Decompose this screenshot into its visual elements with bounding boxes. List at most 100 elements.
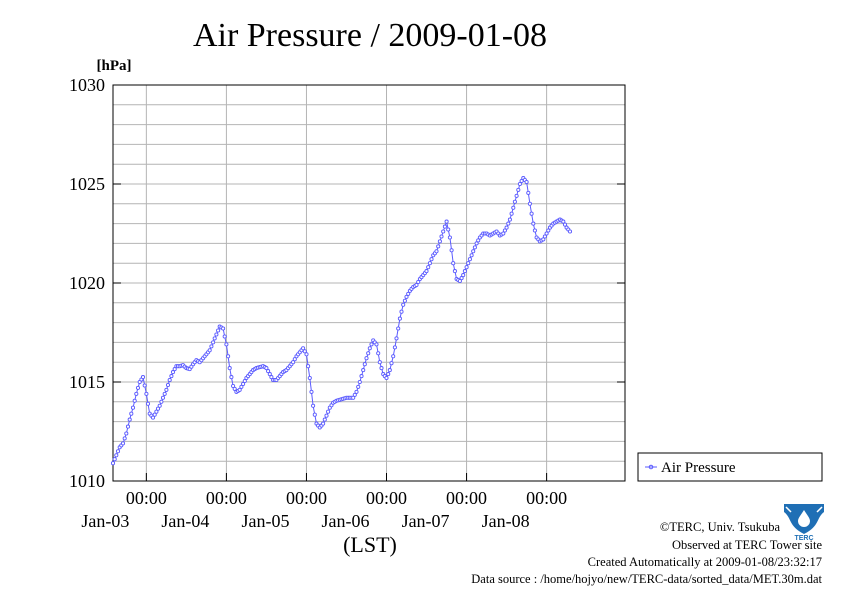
data-point bbox=[322, 417, 327, 422]
data-point bbox=[389, 361, 394, 366]
x-axis-ticks: 00:00 Jan-03 00:00 Jan-04 00:00 Jan-05 00:00 Ja… bbox=[81, 473, 567, 531]
logo-marks bbox=[785, 506, 823, 513]
data-point bbox=[394, 336, 399, 341]
grid bbox=[113, 85, 625, 481]
data-point bbox=[359, 374, 364, 379]
series-air-pressure bbox=[110, 176, 573, 466]
data-point bbox=[501, 231, 506, 236]
data-point bbox=[452, 269, 457, 274]
data-point bbox=[444, 219, 449, 224]
logo-drop bbox=[798, 510, 810, 527]
data-point bbox=[312, 412, 317, 417]
data-point bbox=[567, 229, 573, 234]
data-point bbox=[142, 383, 147, 388]
data-point bbox=[461, 273, 466, 278]
data-point bbox=[209, 344, 214, 349]
data-point bbox=[429, 257, 434, 262]
data-point bbox=[120, 441, 126, 446]
data-point bbox=[134, 391, 139, 396]
data-point bbox=[426, 265, 431, 270]
data-point bbox=[239, 384, 244, 389]
data-point bbox=[306, 364, 311, 369]
y-tick-label: 1015 bbox=[69, 372, 105, 392]
data-point bbox=[366, 351, 371, 356]
data-point bbox=[226, 354, 231, 359]
data-point bbox=[529, 211, 534, 216]
data-point bbox=[379, 366, 384, 371]
data-point bbox=[224, 342, 229, 347]
legend-label: Air Pressure bbox=[661, 460, 736, 476]
data-point bbox=[291, 360, 296, 365]
data-point bbox=[502, 228, 507, 233]
terc-logo: TERC bbox=[784, 504, 824, 542]
data-point bbox=[377, 360, 382, 365]
data-point bbox=[160, 395, 166, 400]
data-point bbox=[237, 387, 242, 392]
data-point bbox=[527, 201, 532, 206]
data-point bbox=[326, 409, 331, 414]
data-point bbox=[506, 221, 511, 226]
x-tick-date-label: Jan-04 bbox=[161, 511, 209, 531]
data-point bbox=[447, 235, 452, 240]
data-point bbox=[517, 181, 522, 187]
data-point bbox=[466, 261, 471, 266]
data-point bbox=[155, 406, 161, 411]
data-point bbox=[167, 377, 172, 383]
data-point bbox=[221, 326, 226, 331]
data-point bbox=[369, 342, 374, 347]
data-point bbox=[222, 334, 227, 339]
data-point bbox=[546, 228, 551, 233]
data-point bbox=[130, 405, 136, 410]
x-axis-label: (LST) bbox=[343, 532, 397, 557]
data-point bbox=[125, 424, 131, 429]
data-point bbox=[427, 261, 432, 266]
data-point bbox=[509, 211, 514, 216]
data-point bbox=[241, 381, 246, 387]
data-point bbox=[562, 222, 568, 227]
data-point bbox=[132, 398, 137, 403]
y-axis-label: [hPa] bbox=[97, 58, 132, 74]
y-tick-label: 1030 bbox=[69, 75, 105, 95]
data-point bbox=[207, 348, 212, 353]
data-point bbox=[514, 193, 519, 198]
data-point bbox=[374, 342, 379, 347]
x-tick-date-label: Jan-05 bbox=[241, 511, 289, 531]
data-point bbox=[266, 369, 271, 374]
data-point bbox=[399, 309, 404, 314]
data-point bbox=[357, 379, 362, 385]
data-point bbox=[231, 383, 236, 389]
data-point bbox=[159, 399, 164, 404]
data-point bbox=[434, 249, 439, 254]
data-point bbox=[302, 349, 307, 354]
data-point bbox=[391, 354, 396, 359]
credit-source: Data source : /home/hojyo/new/TERC-data/… bbox=[471, 572, 822, 586]
data-point bbox=[264, 366, 269, 371]
data-point bbox=[216, 328, 221, 333]
data-point bbox=[384, 375, 389, 381]
data-point bbox=[129, 411, 134, 416]
data-point bbox=[122, 436, 127, 441]
data-point bbox=[124, 431, 129, 436]
data-point bbox=[439, 234, 444, 239]
data-point bbox=[544, 231, 549, 236]
data-point bbox=[127, 417, 132, 422]
data-point bbox=[356, 384, 361, 389]
data-point bbox=[392, 345, 397, 350]
data-point bbox=[169, 374, 174, 379]
x-tick-date-label: Jan-06 bbox=[322, 511, 370, 531]
x-tick-date-label: Jan-07 bbox=[402, 511, 450, 531]
data-point bbox=[354, 389, 359, 394]
data-point bbox=[140, 375, 146, 380]
data-point bbox=[511, 205, 516, 210]
data-point bbox=[472, 245, 477, 250]
data-point bbox=[367, 346, 372, 351]
x-tick-time-label: 00:00 bbox=[366, 488, 407, 508]
x-tick-date-label: Jan-08 bbox=[482, 511, 530, 531]
data-point bbox=[402, 298, 407, 303]
credit-created: Created Automatically at 2009-01-08/23:3… bbox=[588, 555, 822, 569]
x-tick-time-label: 00:00 bbox=[286, 488, 327, 508]
data-point bbox=[324, 413, 329, 418]
data-point bbox=[451, 261, 456, 266]
data-point bbox=[516, 187, 521, 192]
